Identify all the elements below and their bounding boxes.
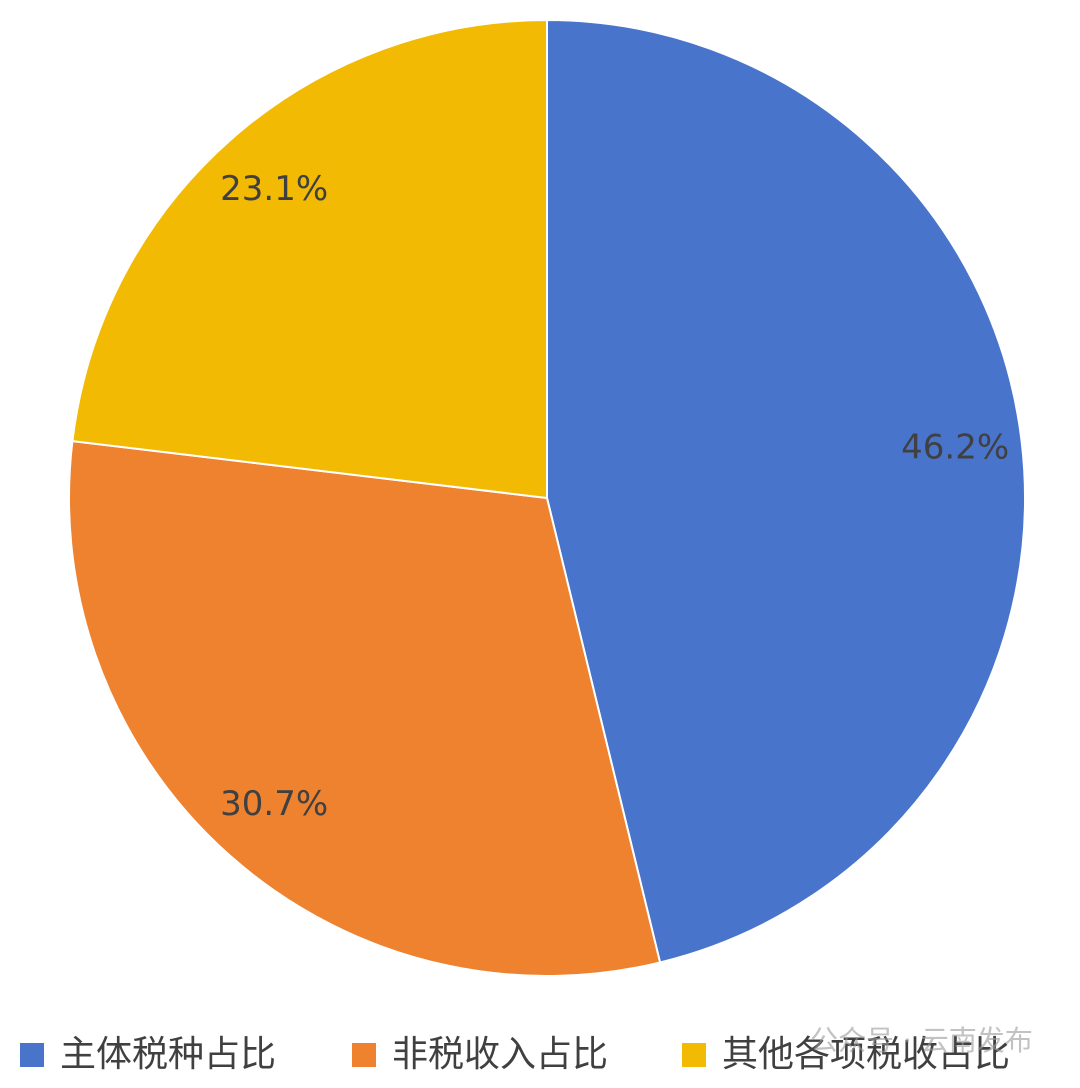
legend-swatch	[20, 1043, 44, 1067]
data-label: 30.7%	[220, 784, 328, 824]
legend-label: 非税收入占比	[392, 1034, 608, 1075]
watermark: 公众号 · 云南发布	[810, 1024, 1033, 1057]
pie-slice	[546, 18, 1026, 964]
pie-slice	[68, 439, 662, 977]
slices	[68, 18, 1026, 977]
legend-label: 主体税种占比	[60, 1034, 276, 1075]
data-label: 46.2%	[901, 428, 1009, 468]
data-label: 23.1%	[220, 169, 328, 209]
legend-label: 其他各项税收占比	[722, 1034, 1010, 1075]
legend-swatch	[352, 1043, 376, 1067]
legend: 主体税种占比 非税收入占比 其他各项税收占比	[20, 1034, 1010, 1075]
pie-slice	[71, 18, 548, 500]
labels: 46.2% 30.7% 23.1%	[220, 169, 1009, 824]
legend-swatch	[682, 1043, 706, 1067]
